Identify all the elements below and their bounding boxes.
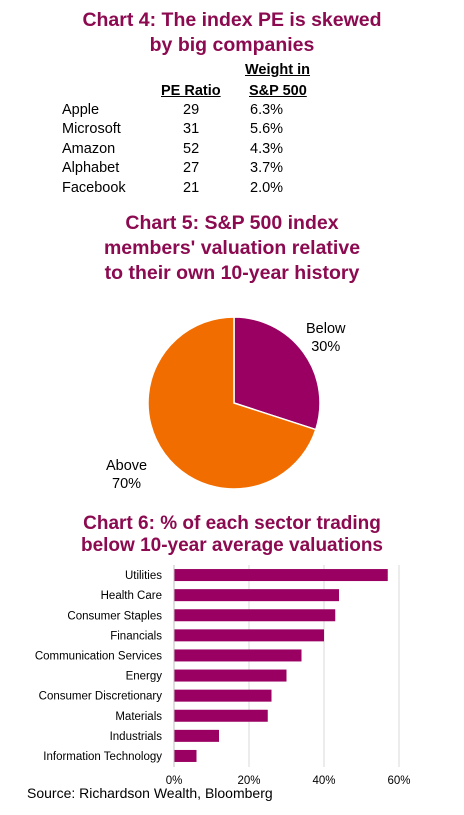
category-label: Utilities: [125, 570, 162, 582]
weight-header-line2: S&P 500: [249, 83, 307, 99]
bar: [174, 669, 287, 682]
pie-chart: [147, 316, 321, 490]
weight-cell: 2.0%: [250, 179, 284, 196]
pie-label-above-name: Above: [106, 458, 148, 474]
category-label: Health Care: [101, 590, 162, 602]
pie-label-above: Above 70%: [106, 457, 147, 493]
source-note: Source: Richardson Wealth, Bloomberg: [27, 785, 273, 801]
bar: [174, 649, 302, 662]
bar: [174, 589, 339, 602]
chart6-title: Chart 6: % of each sector trading below …: [80, 513, 384, 556]
bar: [174, 689, 272, 702]
pe-table: Weight in PE Ratio S&P 500 Apple 29 6.3% Mi…: [62, 58, 362, 198]
category-label: Materials: [115, 711, 162, 723]
pe-cell: 21: [183, 179, 200, 196]
pie-label-below-name: Below: [306, 321, 346, 337]
weight-cell: 5.6%: [250, 121, 284, 138]
pie-label-below-value: 30%: [311, 339, 341, 355]
category-label: Consumer Discretionary: [39, 691, 163, 703]
x-tick-label: 20%: [237, 775, 260, 785]
weight-cell: 3.7%: [250, 160, 284, 177]
category-label: Industrials: [110, 731, 163, 743]
bar: [174, 749, 197, 762]
category-label: Communication Services: [35, 650, 162, 662]
company-cell: Facebook: [62, 179, 126, 196]
x-tick-label: 60%: [387, 775, 410, 785]
bar: [174, 569, 388, 582]
company-cell: Microsoft: [62, 121, 121, 138]
category-label: Energy: [126, 671, 163, 683]
bar: [174, 709, 268, 722]
bar: [174, 629, 324, 642]
table-row: Alphabet 27 3.7%: [62, 160, 362, 180]
pie-slice-below: [233, 316, 321, 431]
weight-cell: 6.3%: [250, 102, 284, 118]
pe-cell: 29: [183, 102, 200, 118]
x-tick-label: 40%: [312, 775, 335, 785]
table-row: Facebook 21 2.0%: [62, 180, 362, 200]
category-label: Financials: [110, 630, 162, 642]
pie-label-above-value: 70%: [112, 476, 142, 492]
category-label: Information Technology: [43, 751, 162, 763]
company-cell: Alphabet: [62, 160, 120, 177]
bar-chart: 0% 20% 40% 60% Utilities Health Care Consumer …: [35, 565, 411, 785]
chart4-title: Chart 4: The index PE is skewed by big c…: [82, 9, 382, 56]
category-label: Consumer Staples: [67, 610, 162, 622]
table-row: Apple 29 6.3%: [62, 102, 362, 122]
pe-cell: 27: [183, 160, 200, 177]
pe-cell: 52: [183, 140, 200, 157]
chart5-title: Chart 5: S&P 500 index members' valuatio…: [103, 212, 361, 284]
table-row: Amazon 52 4.3%: [62, 141, 362, 161]
weight-cell: 4.3%: [250, 140, 284, 157]
table-row: Microsoft 31 5.6%: [62, 121, 362, 141]
company-cell: Apple: [62, 102, 100, 118]
x-tick-label: 0%: [166, 775, 183, 785]
bar: [174, 609, 336, 622]
weight-header-line1: Weight in: [245, 62, 310, 78]
company-cell: Amazon: [62, 140, 116, 157]
pe-cell: 31: [183, 121, 200, 138]
pie-label-below: Below 30%: [306, 320, 346, 356]
pe-ratio-header: PE Ratio: [161, 83, 221, 99]
pie-slice-above: [147, 316, 317, 490]
bar: [174, 729, 219, 742]
